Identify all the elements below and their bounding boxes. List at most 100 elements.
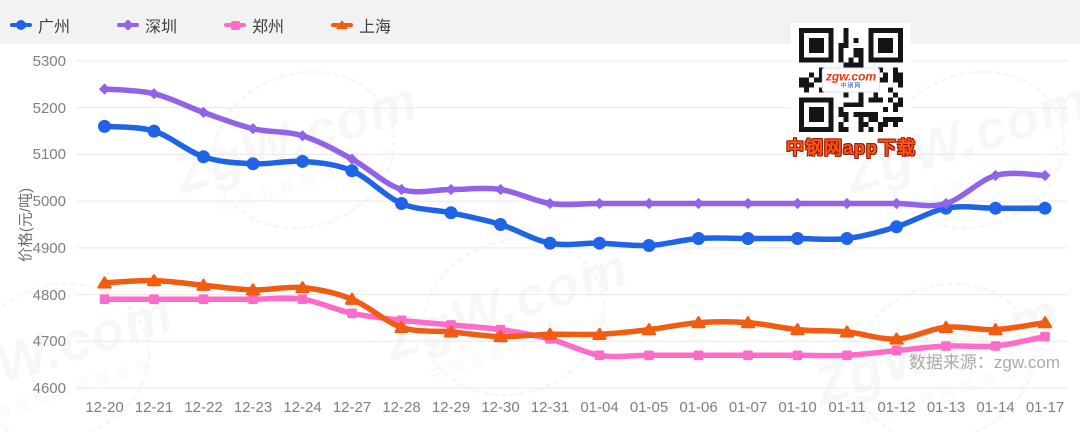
legend-label: 上海 — [359, 19, 392, 36]
qr-logo-subtext: 中钢网 — [840, 83, 862, 89]
data-point — [295, 281, 310, 294]
data-point — [446, 320, 456, 330]
data-point — [988, 323, 1003, 336]
data-point — [395, 197, 408, 210]
data-point — [741, 232, 755, 245]
data-point — [791, 232, 804, 245]
data-point — [297, 294, 308, 304]
data-point — [643, 197, 655, 210]
data-point — [98, 83, 111, 95]
legend-item-郑州[interactable]: 郑州 — [224, 13, 284, 37]
data-point — [644, 350, 654, 361]
data-point — [692, 232, 705, 245]
data-point — [296, 130, 309, 142]
data-point — [296, 154, 309, 168]
data-point — [345, 164, 359, 178]
data-point — [742, 197, 754, 210]
legend-label: 深圳 — [145, 19, 178, 36]
data-point — [246, 157, 260, 171]
data-point — [592, 327, 607, 340]
legend-item-上海[interactable]: 上海 — [331, 13, 391, 37]
data-point — [1037, 316, 1053, 329]
data-point — [840, 232, 854, 245]
data-point — [542, 327, 558, 340]
data-point — [494, 218, 507, 231]
data-point — [791, 197, 804, 210]
legend-item-深圳[interactable]: 深圳 — [117, 13, 177, 37]
data-point — [443, 325, 459, 338]
legend-label: 郑州 — [252, 19, 285, 36]
data-point — [692, 197, 705, 210]
data-point — [641, 323, 657, 336]
data-point — [543, 236, 557, 250]
data-point — [1039, 169, 1051, 182]
diamond-legend-marker-icon — [117, 18, 140, 32]
data-point — [544, 197, 556, 210]
data-point — [394, 320, 409, 333]
data-point — [148, 88, 160, 100]
data-point — [346, 153, 358, 165]
data-point — [891, 345, 902, 356]
legend-bar: 广州 深圳 郑州 上海 — [0, 0, 1080, 44]
data-point — [938, 320, 954, 333]
circle-legend-marker-icon — [10, 18, 32, 32]
data-point — [1040, 331, 1050, 342]
data-point — [444, 206, 458, 220]
data-point — [396, 315, 407, 326]
data-point — [990, 341, 1001, 351]
data-point — [395, 183, 408, 196]
data-point — [841, 197, 853, 210]
data-point — [839, 325, 855, 338]
series-line — [101, 295, 1048, 360]
data-point — [494, 183, 507, 196]
data-point — [147, 124, 161, 138]
data-point — [743, 350, 753, 361]
data-point — [940, 197, 952, 210]
data-point — [890, 197, 903, 210]
data-point — [495, 324, 506, 335]
data-point — [790, 323, 805, 336]
data-source-note: 数据来源：zgw.com — [908, 353, 1060, 372]
data-point — [792, 350, 803, 361]
data-point — [642, 239, 656, 252]
data-point — [445, 183, 457, 196]
data-point — [247, 123, 259, 135]
legend: 广州 深圳 郑州 上海 — [10, 13, 391, 37]
legend-label: 广州 — [38, 19, 71, 36]
data-point — [941, 341, 951, 351]
data-point — [197, 106, 210, 118]
legend-item-广州[interactable]: 广州 — [10, 13, 70, 37]
data-point — [842, 350, 852, 361]
data-point — [146, 274, 162, 287]
data-point — [593, 197, 606, 210]
data-point — [197, 150, 210, 164]
data-point — [889, 332, 904, 345]
data-point — [594, 350, 605, 361]
data-point — [198, 294, 209, 304]
data-point — [693, 350, 704, 361]
data-point — [149, 294, 159, 304]
data-point — [1038, 201, 1052, 215]
data-point — [97, 276, 112, 289]
data-point — [890, 220, 903, 234]
qr-logo-text: zgw.com — [825, 69, 877, 83]
data-point — [691, 316, 706, 329]
series-line — [101, 277, 1048, 342]
data-point — [593, 236, 606, 250]
data-point — [245, 283, 261, 296]
data-point — [989, 169, 1002, 182]
data-point — [347, 308, 357, 319]
data-point — [740, 316, 756, 329]
triangle-legend-marker-icon — [331, 18, 354, 32]
qr-caption: 中钢网app下载 — [785, 138, 916, 158]
qr-code[interactable]: zgw.com 中钢网 — [791, 23, 911, 136]
data-point — [344, 292, 360, 305]
qr-center-logo: zgw.com 中钢网 — [821, 67, 881, 92]
data-point — [989, 201, 1002, 215]
data-point — [98, 119, 111, 133]
data-point — [248, 294, 258, 304]
data-point — [196, 278, 211, 291]
square-legend-marker-icon — [224, 18, 247, 32]
